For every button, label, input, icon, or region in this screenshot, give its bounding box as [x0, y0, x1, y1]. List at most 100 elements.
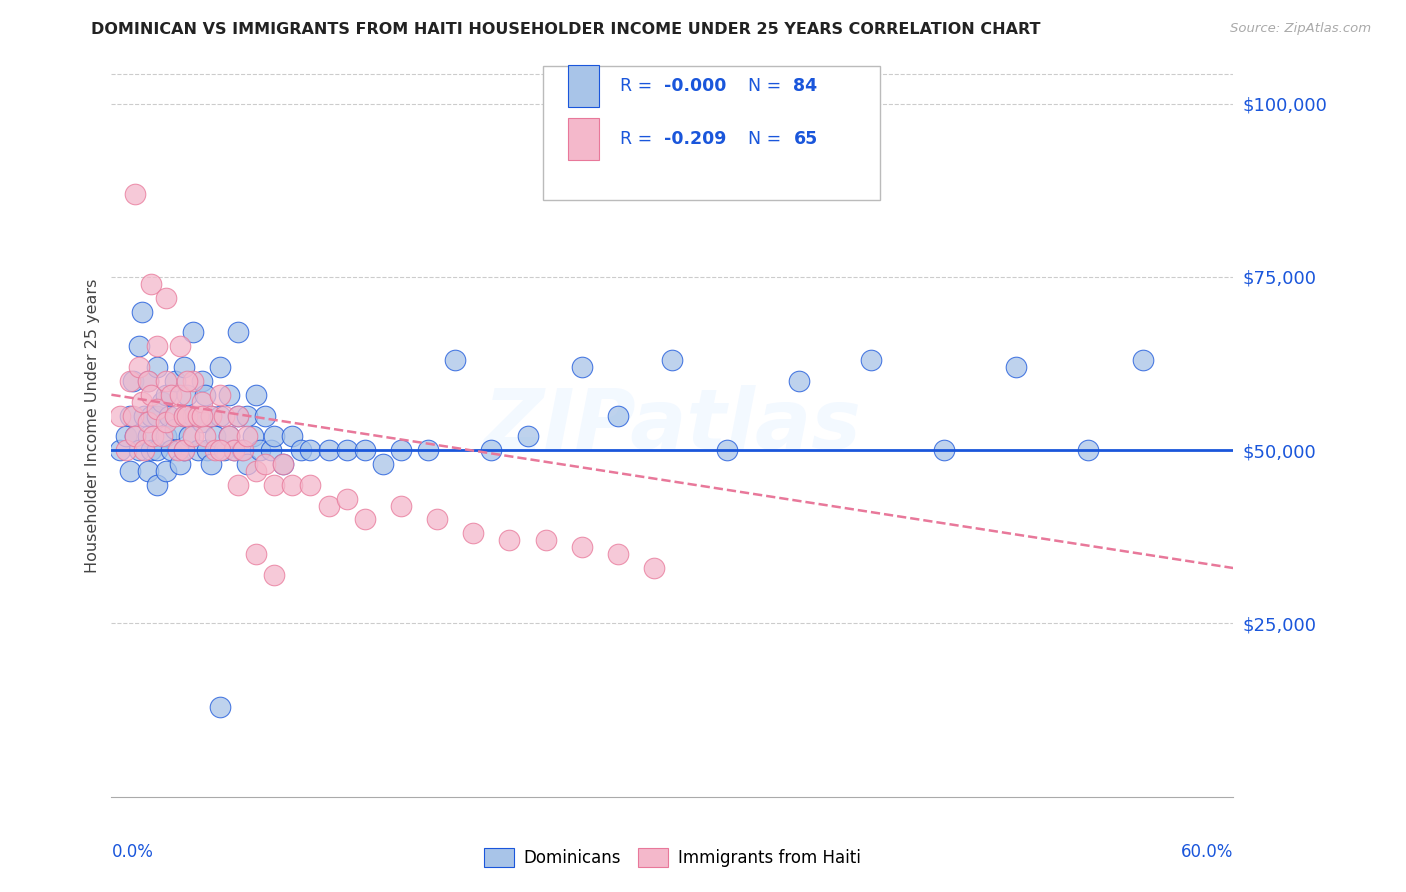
Point: [141, 409, 163, 423]
Point: [141, 443, 163, 458]
Point: [136, 374, 159, 388]
Point: [181, 429, 204, 443]
Point: [150, 429, 173, 443]
Point: [236, 457, 259, 471]
Y-axis label: Householder Income Under 25 years: Householder Income Under 25 years: [86, 278, 100, 574]
Point: [336, 491, 359, 506]
Point: [245, 464, 267, 478]
Point: [124, 429, 146, 443]
Point: [318, 443, 340, 458]
Text: DOMINICAN VS IMMIGRANTS FROM HAITI HOUSEHOLDER INCOME UNDER 25 YEARS CORRELATION: DOMINICAN VS IMMIGRANTS FROM HAITI HOUSE…: [91, 22, 1040, 37]
Point: [231, 443, 253, 458]
Point: [204, 429, 226, 443]
Point: [191, 409, 214, 423]
Point: [479, 443, 502, 458]
Point: [226, 409, 249, 423]
Point: [160, 443, 183, 458]
Point: [263, 478, 285, 492]
Point: [187, 443, 209, 458]
Point: [218, 429, 240, 443]
Point: [169, 388, 191, 402]
Point: [155, 429, 177, 443]
Point: [122, 409, 145, 423]
Text: 65: 65: [793, 130, 818, 148]
Point: [167, 443, 190, 458]
Point: [245, 388, 267, 402]
Point: [1077, 443, 1099, 458]
FancyBboxPatch shape: [543, 66, 880, 200]
Point: [131, 394, 153, 409]
Point: [169, 457, 191, 471]
Point: [208, 443, 231, 458]
Point: [145, 401, 167, 416]
Point: [136, 429, 159, 443]
Point: [271, 457, 294, 471]
Point: [155, 388, 177, 402]
Point: [145, 443, 167, 458]
Point: [218, 429, 240, 443]
Point: [254, 457, 277, 471]
Point: [516, 429, 538, 443]
Point: [242, 429, 264, 443]
Point: [128, 359, 150, 374]
Point: [163, 374, 186, 388]
Text: R =: R =: [620, 130, 657, 148]
Point: [187, 409, 209, 423]
Point: [132, 409, 155, 423]
Point: [643, 561, 665, 575]
Point: [176, 374, 198, 388]
Point: [155, 464, 177, 478]
Point: [200, 409, 222, 423]
Point: [263, 429, 285, 443]
Point: [191, 416, 214, 430]
FancyBboxPatch shape: [568, 118, 599, 161]
Point: [181, 326, 204, 340]
Point: [224, 443, 246, 458]
Point: [179, 429, 201, 443]
Point: [200, 409, 222, 423]
Point: [353, 443, 375, 458]
Point: [263, 568, 285, 582]
Point: [124, 186, 146, 201]
Point: [389, 499, 412, 513]
Text: N =: N =: [737, 77, 787, 95]
Point: [150, 394, 173, 409]
Point: [181, 409, 204, 423]
Point: [226, 478, 249, 492]
Point: [136, 374, 159, 388]
Point: [1005, 359, 1028, 374]
Point: [208, 409, 231, 423]
Point: [173, 443, 195, 458]
Point: [224, 443, 246, 458]
Legend: Dominicans, Immigrants from Haiti: Dominicans, Immigrants from Haiti: [477, 842, 868, 873]
Point: [236, 429, 259, 443]
Point: [155, 416, 177, 430]
Point: [155, 374, 177, 388]
Point: [860, 353, 883, 368]
Point: [389, 443, 412, 458]
Point: [426, 512, 449, 526]
Point: [195, 443, 218, 458]
Point: [212, 443, 235, 458]
Text: R =: R =: [620, 77, 657, 95]
Point: [463, 526, 485, 541]
Point: [254, 409, 277, 423]
Point: [142, 429, 165, 443]
Point: [181, 374, 204, 388]
Text: 60.0%: 60.0%: [1181, 843, 1233, 861]
Point: [155, 291, 177, 305]
Point: [259, 443, 281, 458]
Point: [716, 443, 738, 458]
Point: [226, 409, 249, 423]
Point: [163, 409, 186, 423]
Point: [281, 478, 304, 492]
Text: N =: N =: [737, 130, 787, 148]
Point: [226, 326, 249, 340]
Point: [208, 699, 231, 714]
Point: [141, 388, 163, 402]
Point: [444, 353, 467, 368]
Point: [281, 429, 304, 443]
Point: [787, 374, 810, 388]
Point: [236, 409, 259, 423]
Point: [932, 443, 955, 458]
